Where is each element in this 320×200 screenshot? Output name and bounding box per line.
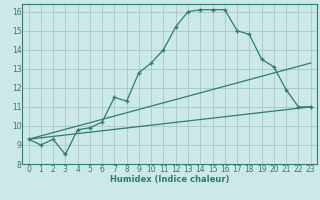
X-axis label: Humidex (Indice chaleur): Humidex (Indice chaleur) bbox=[110, 175, 229, 184]
